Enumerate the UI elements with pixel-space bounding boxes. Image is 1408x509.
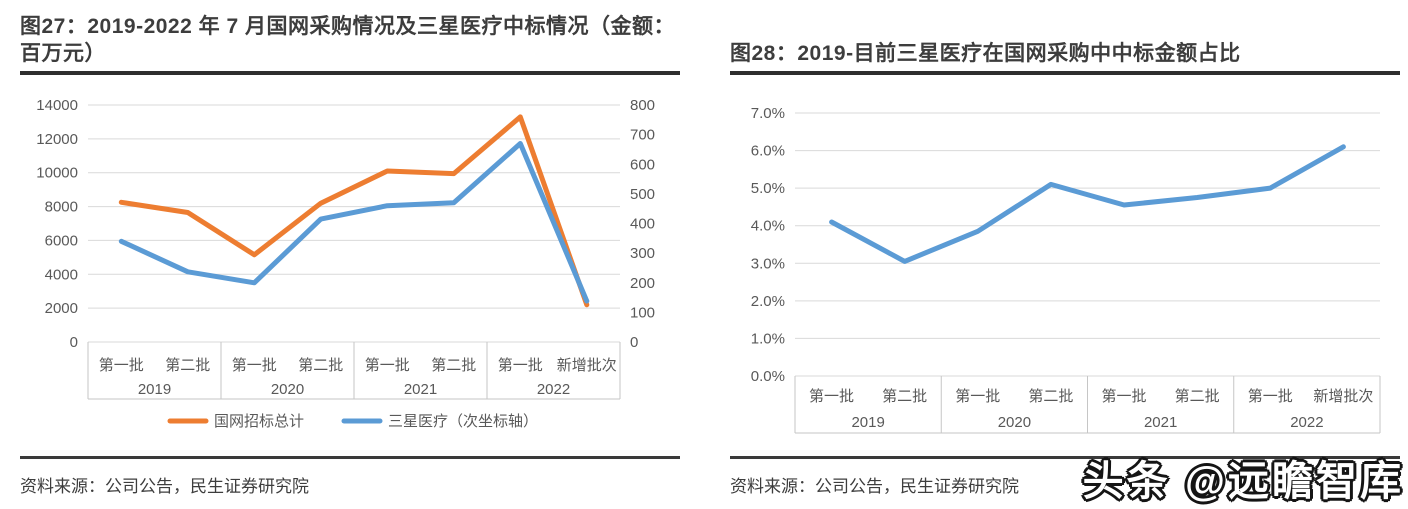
category-label: 第一批: [99, 356, 144, 374]
y-axis-tick-label: 4000: [45, 266, 78, 283]
category-label: 第一批: [809, 387, 854, 405]
y-axis-tick-label: 1.0%: [751, 330, 785, 347]
category-label: 第二批: [431, 356, 476, 374]
left-chart-svg: 0 2000 4000 6000 8000 10000 12000 14000 0 100 200 3…: [36, 97, 655, 430]
category-label: 第二批: [1028, 387, 1073, 405]
left-chart-title-block: 图27：2019-2022 年 7 月国网采购情况及三星医疗中标情况（金额：百万…: [20, 6, 680, 75]
left-chart-title: 图27：2019-2022 年 7 月国网采购情况及三星医疗中标情况（金额：百万…: [20, 14, 675, 66]
y-axis-tick-label: 6.0%: [751, 143, 785, 160]
year-label: 2021: [1144, 414, 1177, 431]
category-label: 第二批: [1175, 387, 1220, 405]
secondary-axis-tick-label: 0: [630, 334, 638, 351]
y-axis-tick-label: 10000: [36, 165, 78, 182]
y-axis-tick-label: 3.0%: [751, 255, 785, 272]
y-axis-tick-label: 2000: [45, 300, 78, 317]
y-axis-tick-label: 7.0%: [751, 105, 785, 122]
year-label: 2021: [404, 381, 437, 398]
legend-label-0: 国网招标总计: [214, 413, 304, 430]
y-axis-tick-label: 2.0%: [751, 293, 785, 310]
y-axis-tick-label: 8000: [45, 199, 78, 216]
secondary-axis-tick-label: 700: [630, 127, 655, 144]
y-axis-tick-label: 0: [70, 334, 78, 351]
y-axis-tick-label: 14000: [36, 97, 78, 114]
secondary-axis-tick-label: 400: [630, 216, 655, 233]
y-axis-tick-label: 0.0%: [751, 368, 785, 385]
series-line-0: [118, 114, 590, 308]
year-label: 2022: [1290, 414, 1323, 431]
year-label: 2019: [138, 381, 171, 398]
category-label: 第二批: [165, 356, 210, 374]
secondary-axis-tick-label: 300: [630, 245, 655, 262]
y-axis-tick-label: 4.0%: [751, 218, 785, 235]
year-label: 2020: [998, 414, 1031, 431]
year-label: 2022: [537, 381, 570, 398]
category-label: 第一批: [1248, 387, 1293, 405]
secondary-axis-tick-label: 800: [630, 97, 655, 114]
y-axis-tick-label: 12000: [36, 131, 78, 148]
series-line-0: [829, 144, 1346, 264]
category-label: 新增批次: [1313, 388, 1373, 405]
right-chart-svg: 0.0% 1.0% 2.0% 3.0% 4.0% 5.0% 6.0% 7.0% 第一批 第二批 第一…: [751, 105, 1381, 434]
year-label: 2020: [271, 381, 304, 398]
watermark: 头条 @远瞻智库: [1082, 458, 1404, 504]
category-label: 第二批: [298, 356, 343, 374]
series-line-1: [118, 141, 590, 304]
left-chart-panel: 图27：2019-2022 年 7 月国网采购情况及三星医疗中标情况（金额：百万…: [20, 6, 680, 503]
right-chart-panel: 图28：2019-目前三星医疗在国网采购中中标金额占比 0.0% 1.0% 2.0%…: [730, 6, 1400, 503]
secondary-axis-tick-label: 200: [630, 275, 655, 292]
right-chart-title-block: 图28：2019-目前三星医疗在国网采购中中标金额占比: [730, 6, 1400, 75]
year-label: 2019: [851, 414, 884, 431]
category-label: 第一批: [955, 387, 1000, 405]
category-label: 第一批: [365, 356, 410, 374]
category-label: 第一批: [1102, 387, 1147, 405]
secondary-axis-tick-label: 100: [630, 304, 655, 321]
category-label: 第一批: [232, 356, 277, 374]
left-source-note: 资料来源：公司公告，民生证券研究院: [20, 456, 680, 497]
category-label: 新增批次: [557, 357, 617, 374]
y-axis-tick-label: 5.0%: [751, 180, 785, 197]
right-chart-title: 图28：2019-目前三星医疗在国网采购中中标金额占比: [730, 42, 1241, 66]
legend-label-1: 三星医疗（次坐标轴）: [388, 413, 538, 430]
right-source-note: 资料来源：公司公告，民生证券研究院: [730, 456, 1400, 497]
category-label: 第二批: [882, 387, 927, 405]
y-axis-tick-label: 6000: [45, 232, 78, 249]
secondary-axis-tick-label: 600: [630, 156, 655, 173]
category-label: 第一批: [498, 356, 543, 374]
secondary-axis-tick-label: 500: [630, 186, 655, 203]
